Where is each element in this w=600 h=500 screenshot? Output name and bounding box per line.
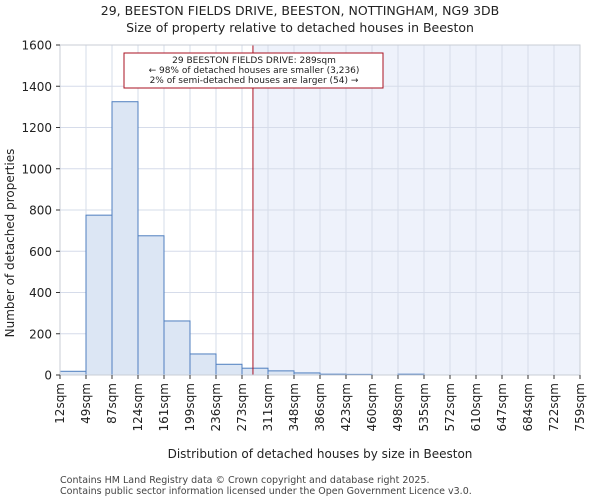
bar-12sqm xyxy=(59,370,87,376)
bar-236sqm xyxy=(215,363,243,376)
x-tick-label: 460sqm xyxy=(365,383,379,431)
x-tick-label: 273sqm xyxy=(235,383,249,431)
bar-311sqm xyxy=(267,370,295,376)
x-tick-label: 236sqm xyxy=(209,383,223,431)
x-tick-label: 161sqm xyxy=(157,383,171,431)
y-tick-label: 600 xyxy=(29,245,52,259)
footer-line-2: Contains public sector information licen… xyxy=(60,486,472,497)
bar-49sqm xyxy=(85,214,113,376)
grid-lines xyxy=(60,45,580,375)
x-tick-label: 722sqm xyxy=(547,383,561,431)
chart-subtitle: Size of property relative to detached ho… xyxy=(126,20,474,35)
y-tick-label: 400 xyxy=(29,286,52,300)
x-tick-label: 311sqm xyxy=(261,383,275,431)
x-tick-label: 124sqm xyxy=(131,383,145,431)
chart-title: 29, BEESTON FIELDS DRIVE, BEESTON, NOTTI… xyxy=(101,3,499,18)
y-tick-label: 1200 xyxy=(21,121,52,135)
bars xyxy=(59,101,425,376)
x-tick-label: 535sqm xyxy=(417,383,431,431)
x-tick-label: 199sqm xyxy=(183,383,197,431)
y-tick-label: 0 xyxy=(44,369,52,383)
y-tick-label: 1400 xyxy=(21,80,52,94)
bar-273sqm xyxy=(241,367,269,376)
x-axis-label: Distribution of detached houses by size … xyxy=(168,447,473,461)
bar-199sqm xyxy=(189,353,217,376)
x-tick-label: 610sqm xyxy=(469,383,483,431)
x-axis-ticks: 12sqm 49sqm 87sqm 124sqm 161sqm 199sqm 236sqm 2… xyxy=(53,375,587,431)
annotation-frame xyxy=(123,52,384,89)
bar-87sqm xyxy=(111,101,139,376)
y-axis-label: Number of detached properties xyxy=(3,149,17,338)
x-tick-label: 684sqm xyxy=(521,383,535,431)
x-tick-label: 423sqm xyxy=(339,383,353,431)
y-axis-ticks: 0 200 400 600 800 1000 1200 1400 1600 xyxy=(21,39,60,383)
y-tick-label: 1600 xyxy=(21,39,52,53)
annotation-line-3: 2% of semi-detached houses are larger (5… xyxy=(150,76,359,86)
x-tick-label: 572sqm xyxy=(443,383,457,431)
x-tick-label: 498sqm xyxy=(391,383,405,431)
plot-area: 29 BEESTON FIELDS DRIVE: 289sqm ← 98% of… xyxy=(59,44,581,376)
annotation-box: 29 BEESTON FIELDS DRIVE: 289sqm ← 98% of… xyxy=(123,52,384,89)
x-tick-label: 647sqm xyxy=(495,383,509,431)
bar-124sqm xyxy=(137,235,165,376)
x-tick-label: 386sqm xyxy=(313,383,327,431)
y-tick-label: 200 xyxy=(29,327,52,341)
bar-161sqm xyxy=(163,320,191,376)
y-tick-label: 800 xyxy=(29,204,52,218)
x-tick-label: 759sqm xyxy=(573,383,587,431)
footer-line-1: Contains HM Land Registry data © Crown c… xyxy=(60,475,430,486)
x-tick-label: 348sqm xyxy=(287,383,301,431)
annotation-line-2: ← 98% of detached houses are smaller (3,… xyxy=(149,66,360,76)
x-tick-label: 12sqm xyxy=(53,383,67,424)
y-tick-label: 1000 xyxy=(21,162,52,176)
annotation-line-1: 29 BEESTON FIELDS DRIVE: 289sqm xyxy=(172,56,336,66)
x-tick-label: 87sqm xyxy=(105,383,119,424)
x-tick-label: 49sqm xyxy=(79,383,93,424)
